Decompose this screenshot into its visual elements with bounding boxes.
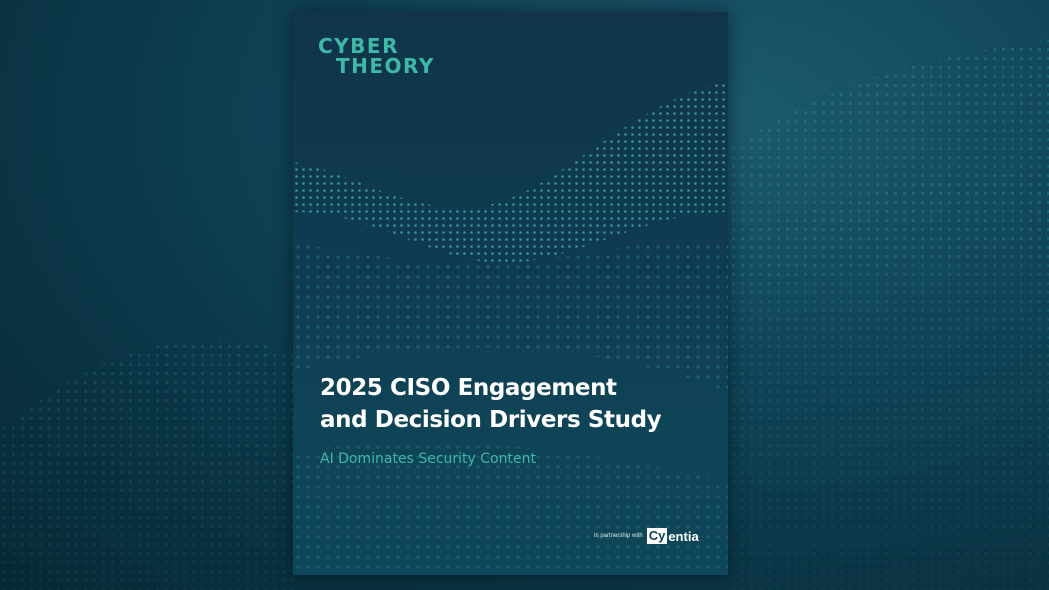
report-subtitle: AI Dominates Security Content <box>320 451 536 467</box>
partner-label: in partnership with <box>594 533 643 539</box>
cyentia-logo-box: Cy <box>646 528 668 544</box>
cyentia-logo: Cy entia <box>646 528 699 544</box>
logo-line-2: THEORY <box>336 54 435 78</box>
cyentia-logo-text: entia <box>668 528 699 544</box>
report-title: 2025 CISO Engagement and Decision Driver… <box>320 372 720 436</box>
cyber-theory-logo: CYBER THEORY <box>318 36 435 76</box>
cover-wave-art <box>293 82 728 575</box>
logo-line-1: CYBER <box>318 34 399 58</box>
partner-credit: in partnership with Cy entia <box>594 528 699 544</box>
title-line-2: and Decision Drivers Study <box>320 407 662 433</box>
title-line-1: 2025 CISO Engagement <box>320 375 617 401</box>
report-cover: CYBER THEORY 2025 CISO Engagement and De… <box>293 12 728 575</box>
